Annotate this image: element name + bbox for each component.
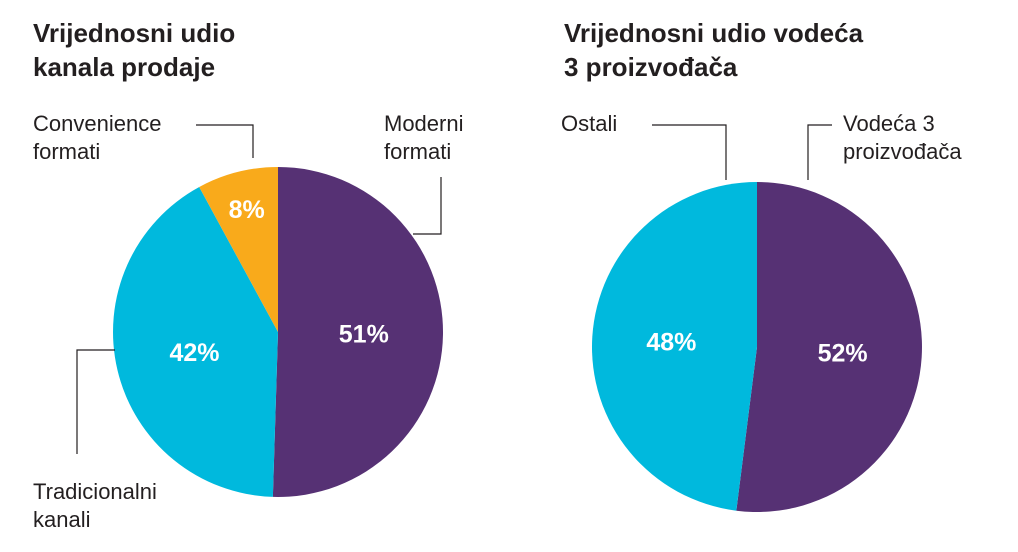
chart-2-label-ostali: Ostali (561, 111, 618, 136)
pie-slice-kanali-2 (199, 167, 278, 332)
pie-value-label-kanali-1: 42% (169, 339, 219, 367)
chart-1-label-convenience-formati: Convenience formati (33, 111, 162, 164)
pie-slice-proizvodaci-0 (736, 182, 922, 513)
pie-chart-kanala-prodaje: 51% 42% 8% (113, 167, 444, 497)
chart-2-label-vodeca-3-proizvodaca: Vodeća 3 proizvođača (843, 111, 962, 164)
leader-line-tradicionalni-kanali (76, 349, 115, 454)
chart-1-label-tradicionalni-kanali: Tradicionalni kanali (33, 479, 157, 532)
leader-line-vodeca-3 (807, 124, 832, 180)
pie-slice-kanali-1 (113, 187, 278, 497)
leader-lines (76, 124, 832, 454)
pie-slice-kanali-0 (272, 167, 444, 497)
pie-chart-vodeca-proizvodaca: 52% 48% (591, 182, 922, 513)
chart-1-title: Vrijednosni udio kanala prodaje (33, 18, 236, 82)
pie-value-label-proizvodaci-1: 48% (646, 329, 696, 357)
chart-1-label-moderni-formati: Moderni formati (384, 111, 464, 164)
chart-2-title: Vrijednosni udio vodeća 3 proizvođača (564, 18, 864, 82)
leader-line-convenience-formati (196, 124, 254, 158)
pie-value-label-proizvodaci-0: 52% (818, 339, 868, 367)
pie-value-label-kanali-0: 51% (339, 320, 389, 348)
pie-slice-proizvodaci-1 (591, 182, 757, 511)
leader-line-ostali (652, 124, 727, 180)
pie-value-label-kanali-2: 8% (229, 196, 265, 224)
leader-line-moderni-formati (413, 177, 442, 235)
